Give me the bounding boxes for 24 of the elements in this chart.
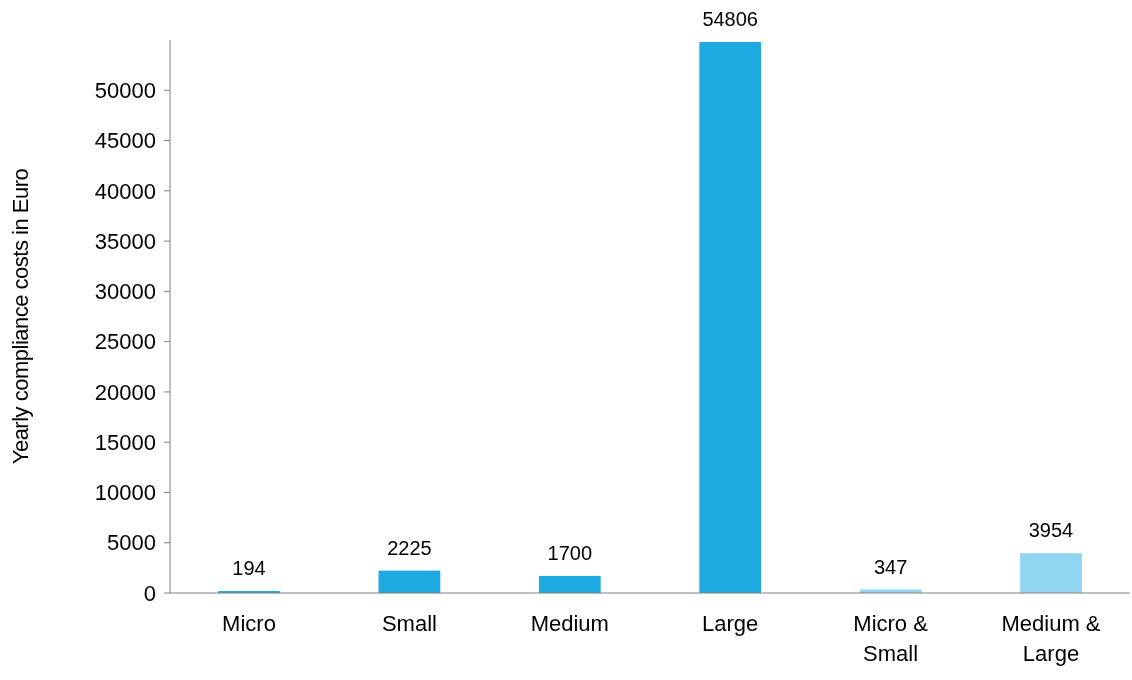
y-tick-label: 0 [143,580,156,606]
y-tick-label: 30000 [94,279,156,305]
y-tick-label: 5000 [107,530,156,556]
y-tick-label: 20000 [94,379,156,405]
x-tick-label: Large [702,611,759,636]
data-label: 54806 [702,7,759,30]
x-tick-label: Medium & Large [1001,611,1101,666]
data-label: 194 [232,557,266,580]
y-tick-label: 50000 [94,77,156,103]
x-tick-label: Micro & Small [853,611,929,666]
y-tick-label: 35000 [94,228,156,254]
data-label: 2225 [387,536,432,559]
x-tick-label: Micro [222,611,276,636]
data-label: 347 [873,555,908,578]
y-tick-label: 25000 [94,329,156,355]
x-tick-label: Small [381,611,437,636]
x-tick-label: Medium [530,611,609,636]
y-tick-label: 40000 [94,178,156,204]
y-tick-label: 15000 [94,429,156,455]
data-label: 1700 [547,541,593,564]
y-tick-label: 45000 [94,128,156,154]
data-label: 3954 [1028,519,1074,542]
y-axis-title: Yearly compliance costs in Euro [8,168,33,465]
y-tick-label: 10000 [94,480,156,506]
